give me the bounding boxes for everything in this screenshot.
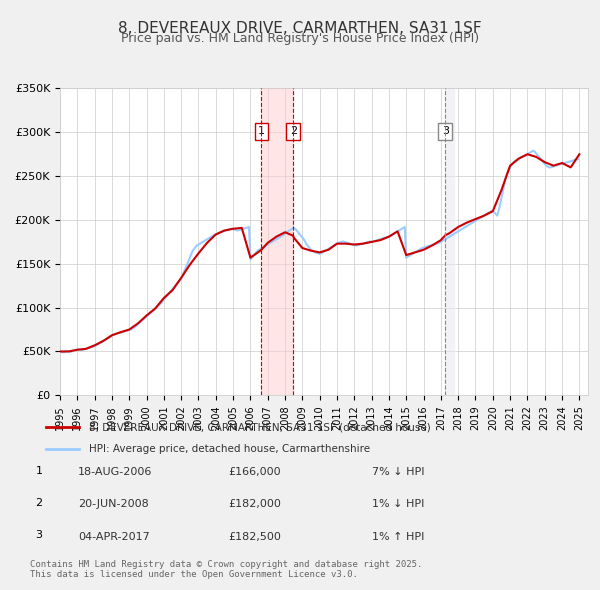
Text: Price paid vs. HM Land Registry's House Price Index (HPI): Price paid vs. HM Land Registry's House … xyxy=(121,32,479,45)
Text: 2: 2 xyxy=(290,126,297,136)
Text: 2: 2 xyxy=(35,498,43,508)
Bar xyxy=(262,88,293,395)
Text: 20-JUN-2008: 20-JUN-2008 xyxy=(78,500,149,509)
Text: Contains HM Land Registry data © Crown copyright and database right 2025.
This d: Contains HM Land Registry data © Crown c… xyxy=(30,560,422,579)
Text: 8, DEVEREAUX DRIVE, CARMARTHEN, SA31 1SF (detached house): 8, DEVEREAUX DRIVE, CARMARTHEN, SA31 1SF… xyxy=(89,422,431,432)
Text: £182,000: £182,000 xyxy=(228,500,281,509)
Text: 1% ↓ HPI: 1% ↓ HPI xyxy=(372,500,424,509)
Text: 3: 3 xyxy=(442,126,449,136)
Text: 1: 1 xyxy=(258,126,265,136)
Text: 04-APR-2017: 04-APR-2017 xyxy=(78,532,150,542)
Text: 1% ↑ HPI: 1% ↑ HPI xyxy=(372,532,424,542)
Text: £182,500: £182,500 xyxy=(228,532,281,542)
Text: 18-AUG-2006: 18-AUG-2006 xyxy=(78,467,152,477)
Text: 7% ↓ HPI: 7% ↓ HPI xyxy=(372,467,425,477)
Bar xyxy=(445,88,454,395)
Text: £166,000: £166,000 xyxy=(228,467,281,477)
Text: 1: 1 xyxy=(35,466,43,476)
Text: 8, DEVEREAUX DRIVE, CARMARTHEN, SA31 1SF: 8, DEVEREAUX DRIVE, CARMARTHEN, SA31 1SF xyxy=(118,21,482,35)
Text: 3: 3 xyxy=(35,530,43,540)
Text: HPI: Average price, detached house, Carmarthenshire: HPI: Average price, detached house, Carm… xyxy=(89,444,371,454)
